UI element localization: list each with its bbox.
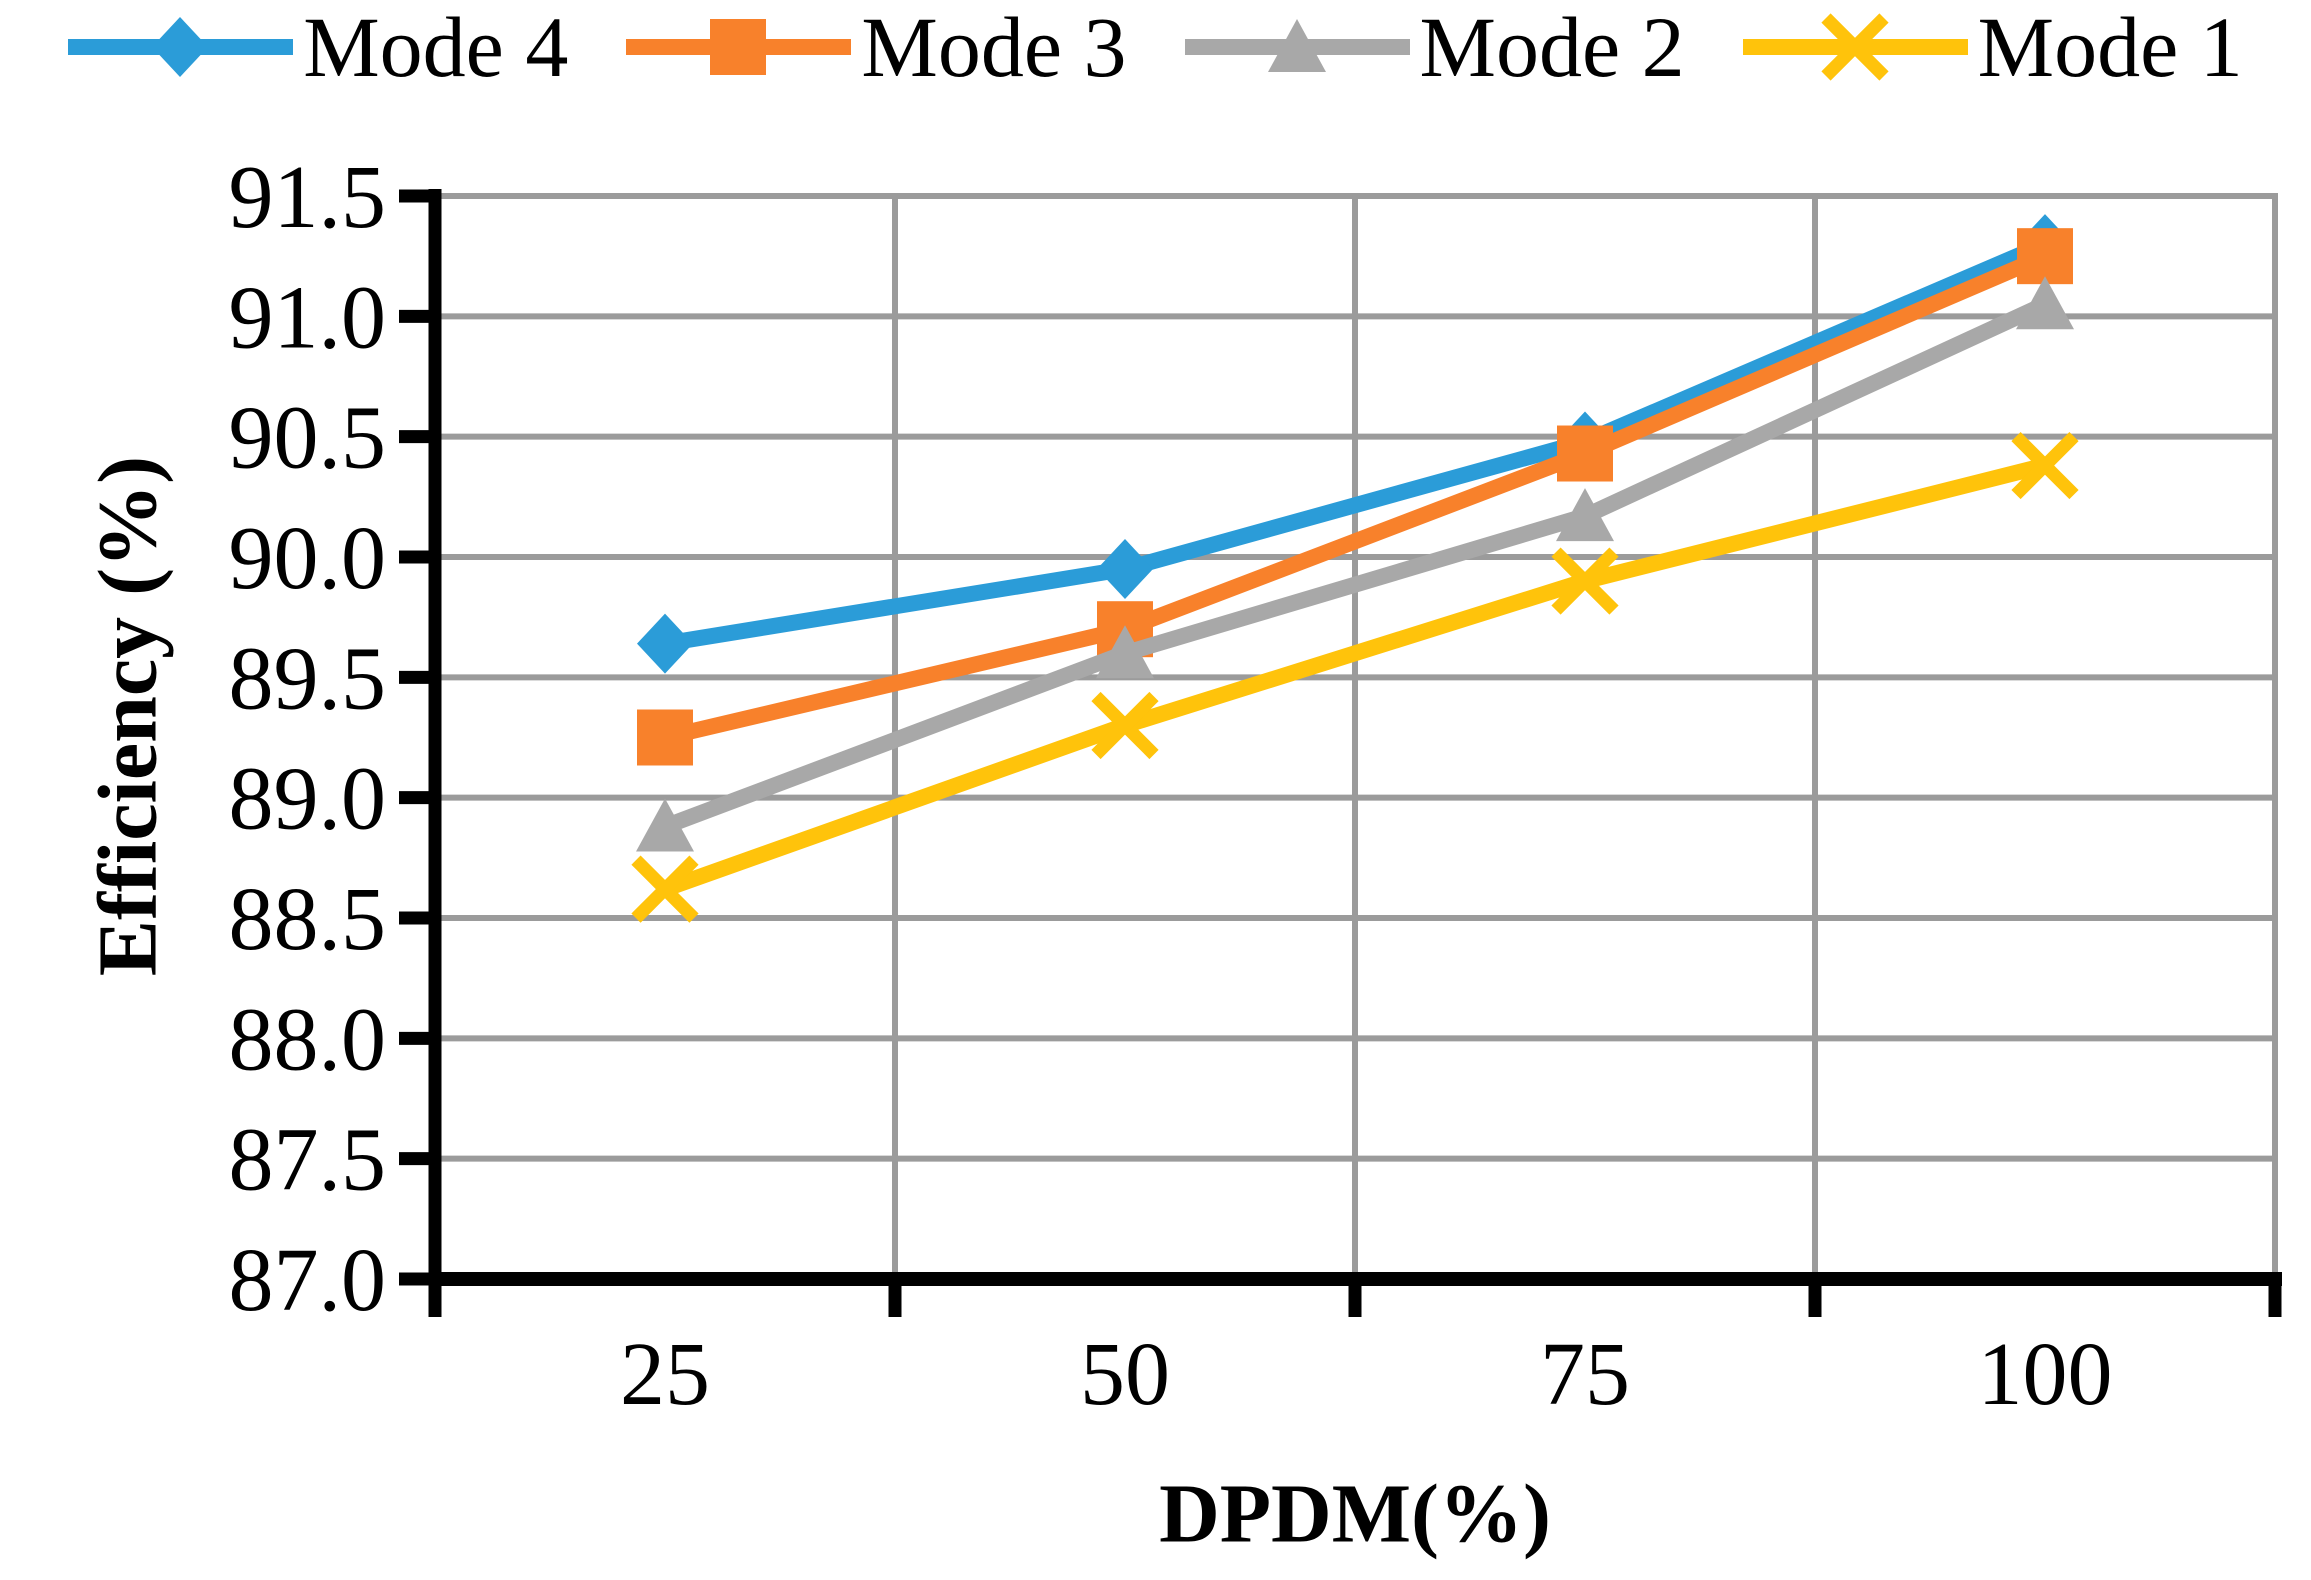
marker-mode-3-0 [637, 709, 693, 766]
marker-mode-4-0 [637, 613, 693, 674]
marker-mode-1-0 [631, 855, 699, 923]
y-tick-label: 90.5 [229, 389, 387, 488]
legend-swatch-diamond-icon [68, 17, 294, 77]
marker-mode-2-1 [1096, 625, 1154, 679]
marker-mode-3-2 [1557, 425, 1613, 482]
marker-mode-4-1 [1097, 539, 1153, 600]
legend-label-mode-4: Mode 4 [303, 0, 569, 95]
y-tick-label: 89.5 [229, 629, 387, 728]
legend-item-mode-4: Mode 4 [68, 4, 568, 90]
legend-swatch-square-icon [626, 19, 852, 75]
legend-label-mode-2: Mode 2 [1419, 0, 1685, 95]
legend-marker [1821, 13, 1889, 81]
marker-mode-1-2 [1551, 547, 1619, 615]
x-tick-label: 75 [1540, 1325, 1630, 1424]
legend-swatch-triangle-icon [1184, 19, 1410, 72]
x-tick-label: 25 [620, 1325, 710, 1424]
series-line-mode-2 [662, 297, 2049, 835]
y-tick-label: 91.5 [229, 148, 387, 247]
y-tick-label: 90.0 [229, 509, 387, 608]
legend-item-mode-2: Mode 2 [1184, 0, 1685, 95]
x-tick-label: 50 [1080, 1325, 1170, 1424]
legend-swatch-x-icon [1742, 13, 1968, 81]
y-tick-label: 88.0 [229, 990, 387, 1089]
y-tick-label: 88.5 [229, 870, 387, 969]
marker-mode-2-0 [636, 798, 694, 852]
legend-marker [152, 17, 209, 77]
marker-mode-3-3 [2017, 228, 2073, 285]
legend-marker [1267, 19, 1326, 72]
y-tick-label: 89.0 [229, 750, 387, 849]
marker-mode-2-3 [2016, 276, 2074, 330]
marker-mode-2-2 [1556, 488, 1614, 542]
legend: Mode 4 Mode 3 Mode 2 Mode 1 [0, 4, 2311, 90]
series-line-mode-3 [663, 248, 2049, 746]
y-axis-title: Efficiency (%) [81, 455, 175, 977]
series-line-mode-4 [663, 236, 2049, 652]
y-tick-label: 87.0 [229, 1231, 387, 1330]
marker-mode-1-1 [1091, 691, 1159, 760]
y-tick-label: 91.0 [229, 268, 387, 367]
legend-item-mode-1: Mode 1 [1742, 0, 2243, 95]
series-line-mode-1 [662, 457, 2047, 897]
marker-mode-1-3 [2011, 431, 2079, 500]
legend-label-mode-1: Mode 1 [1977, 0, 2243, 95]
x-tick-label: 100 [1978, 1325, 2113, 1424]
legend-marker [710, 19, 767, 75]
y-tick-label: 87.5 [229, 1111, 387, 1210]
legend-label-mode-3: Mode 3 [861, 0, 1127, 95]
legend-item-mode-3: Mode 3 [626, 0, 1127, 95]
x-axis-title: DPDM(%) [1159, 1467, 1551, 1561]
